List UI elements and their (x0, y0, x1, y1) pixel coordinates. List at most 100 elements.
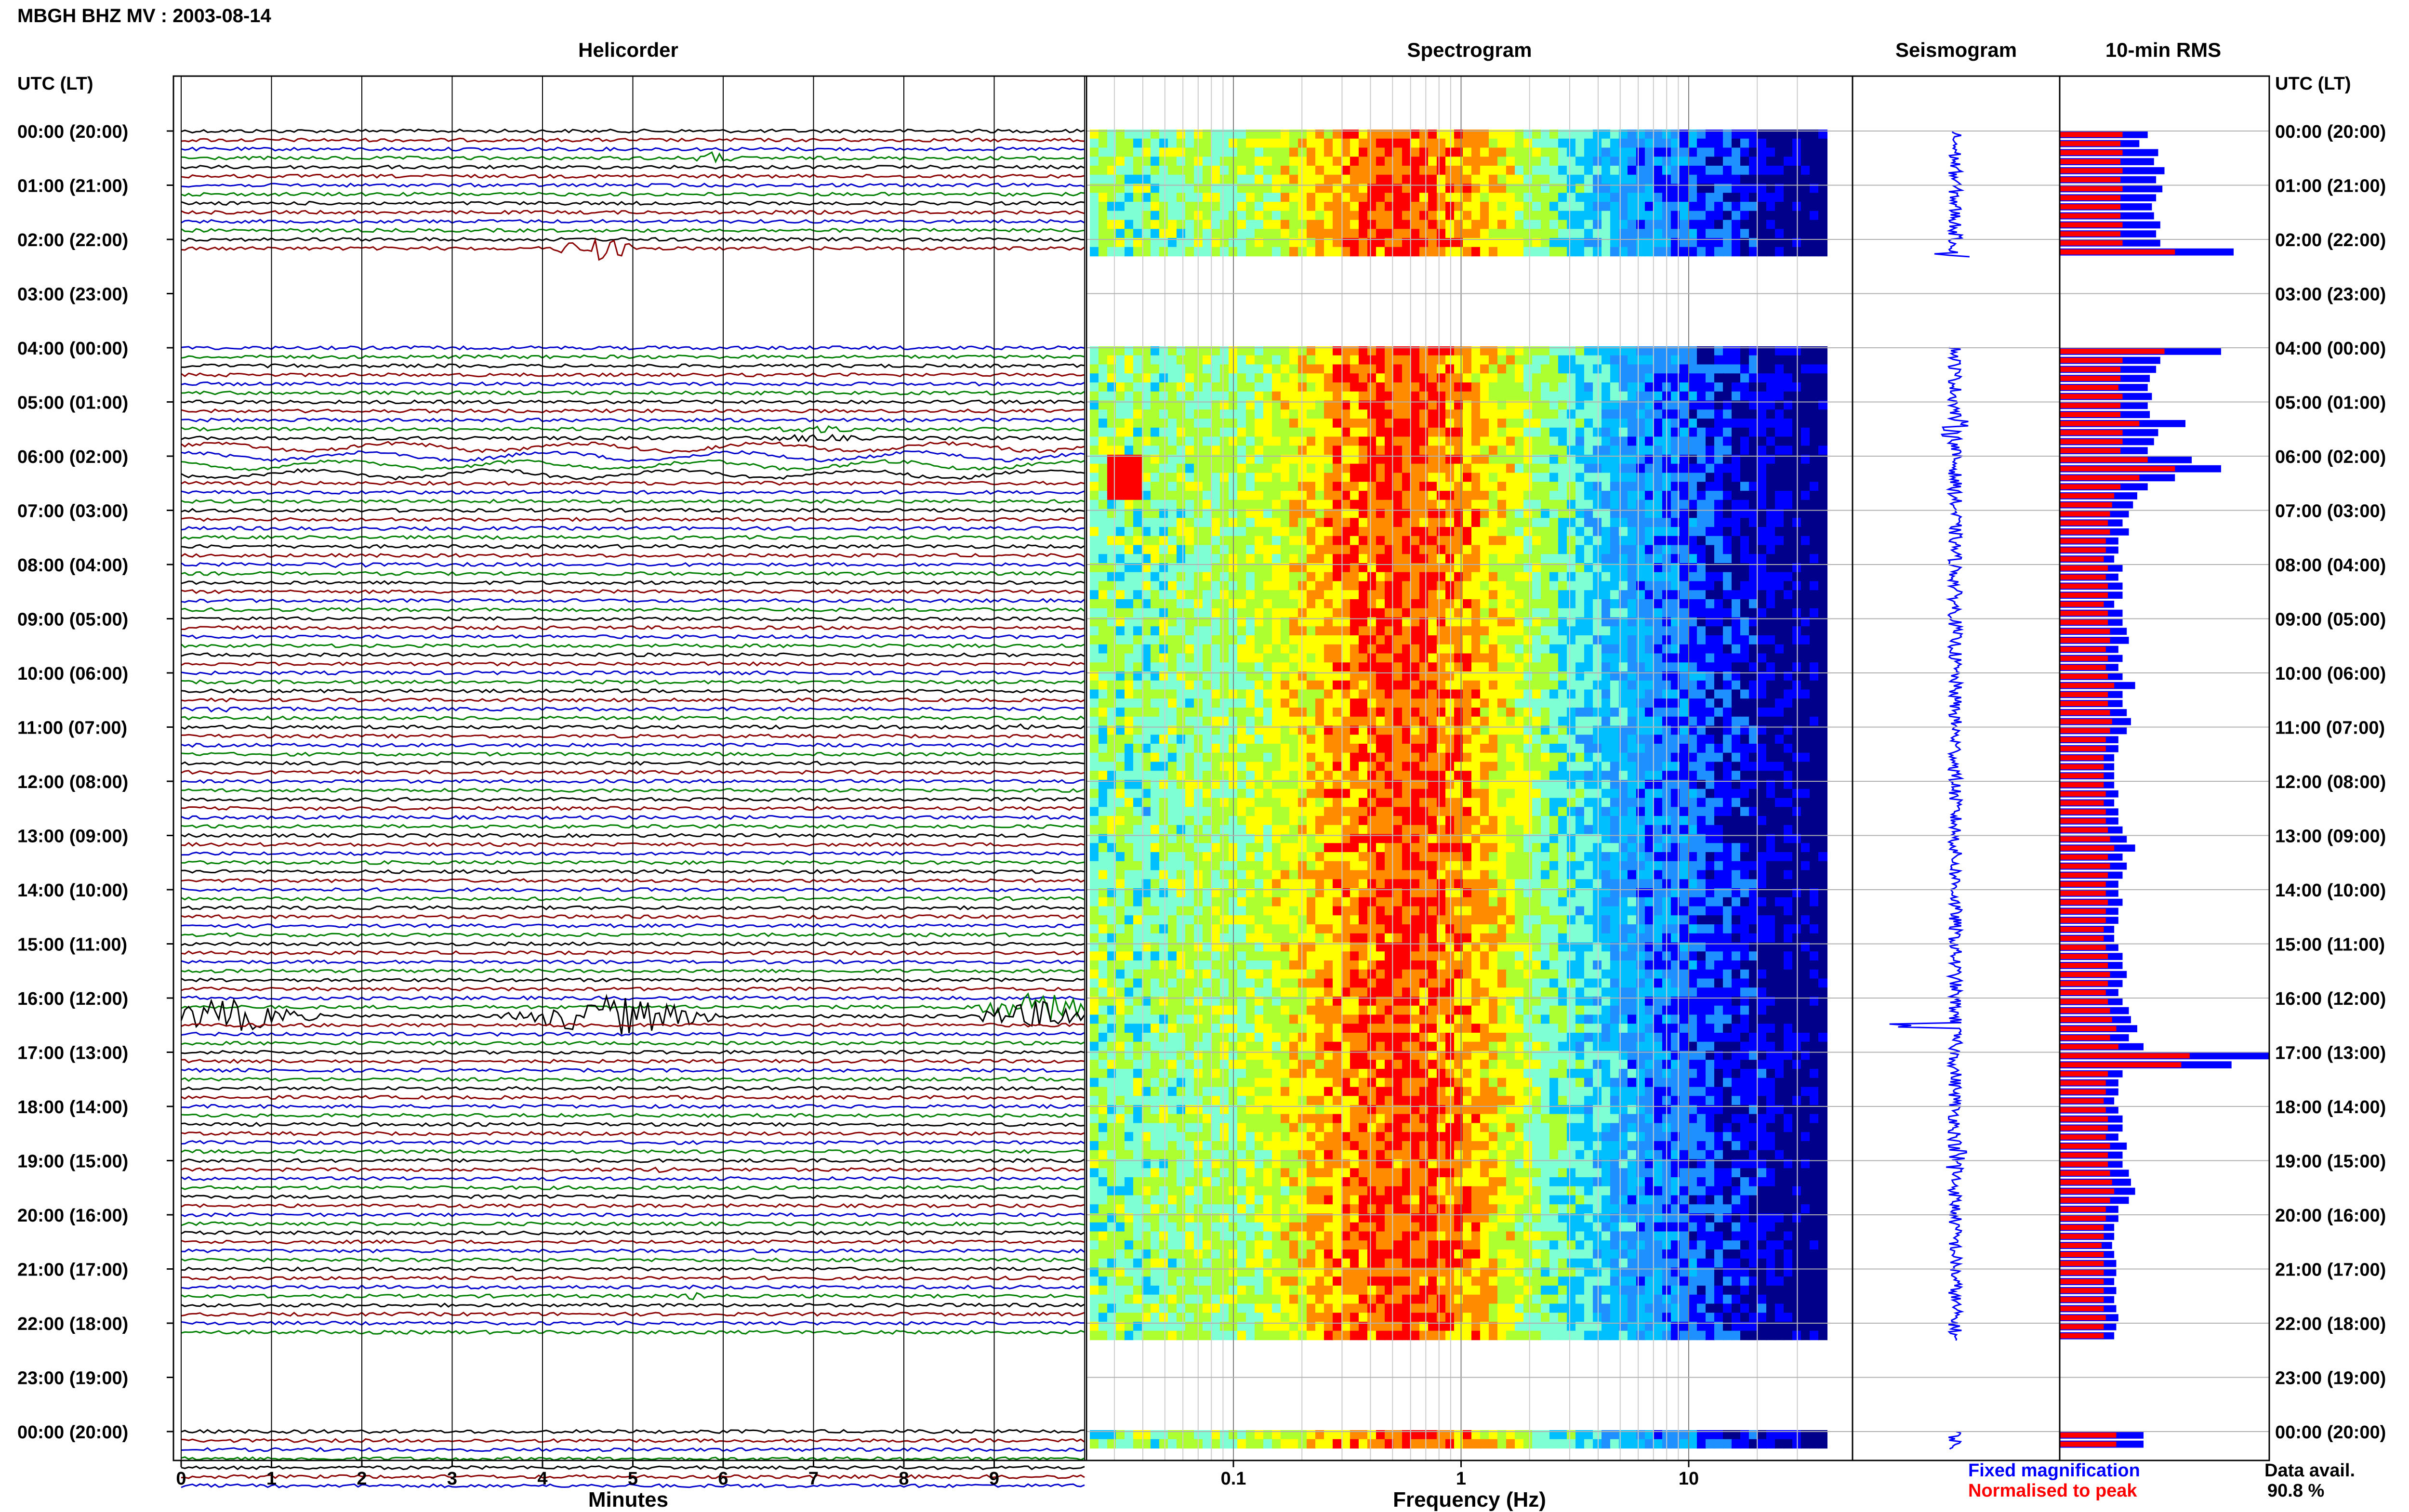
spectrogram-cell (1680, 608, 1689, 618)
spectrogram-cell (1775, 130, 1784, 139)
spectrogram-cell (1671, 391, 1680, 401)
spectrogram-cell (1532, 184, 1541, 193)
spectrogram-cell (1619, 509, 1628, 518)
spectrogram-cell (1766, 644, 1775, 654)
spectrogram-cell (1463, 157, 1472, 166)
spectrogram-cell (1758, 210, 1767, 221)
spectrogram-cell (1099, 382, 1108, 392)
spectrogram-cell (1116, 744, 1125, 753)
spectrogram-cell (1645, 509, 1654, 518)
spectrogram-cell (1142, 680, 1151, 690)
spectrogram-cell (1480, 157, 1489, 166)
spectrogram-cell (1211, 174, 1220, 184)
spectrogram-cell (1645, 689, 1654, 699)
spectrogram-cell (1445, 446, 1455, 455)
spectrogram-cell (1298, 184, 1307, 193)
spectrogram-cell (1680, 193, 1689, 202)
spectrogram-cell (1610, 581, 1619, 591)
spectrogram-cell (1680, 473, 1689, 482)
spectrogram-cell (1307, 174, 1316, 184)
spectrogram-cell (1359, 446, 1368, 455)
spectrogram-cell (1359, 563, 1368, 573)
spectrogram-cell (1523, 572, 1533, 582)
spectrogram-cell (1298, 193, 1307, 202)
spectrogram-cell (1602, 184, 1611, 193)
spectrogram-cell (1151, 735, 1160, 744)
spectrogram-cell (1463, 482, 1472, 491)
spectrogram-cell (1220, 247, 1229, 257)
spectrogram-cell (1610, 247, 1619, 257)
spectrogram-cell (1090, 247, 1099, 257)
spectrogram-cell (1593, 653, 1602, 663)
spectrogram-cell (1706, 220, 1715, 229)
spectrogram-cell (1784, 644, 1793, 654)
spectrogram-cell (1333, 147, 1342, 157)
spectrogram-cell (1090, 635, 1099, 645)
spectrogram-cell (1818, 202, 1827, 211)
spectrogram-cell (1393, 708, 1403, 717)
spectrogram-cell (1497, 446, 1507, 455)
spectrogram-cell (1419, 590, 1429, 600)
spectrogram-cell (1402, 193, 1411, 202)
spectrogram-cell (1558, 716, 1567, 726)
spectrogram-cell (1532, 608, 1541, 618)
spectrogram-cell (1090, 626, 1099, 636)
spectrogram-cell (1471, 608, 1481, 618)
spectrogram-cell (1497, 536, 1507, 546)
spectrogram-cell (1549, 382, 1559, 392)
spectrogram-cell (1359, 138, 1368, 148)
spectrogram-cell (1099, 608, 1108, 618)
spectrogram-cell (1454, 482, 1463, 491)
spectrogram-cell (1341, 617, 1350, 627)
spectrogram-cell (1818, 653, 1827, 663)
spectrogram-cell (1315, 382, 1324, 392)
spectrogram-cell (1393, 373, 1403, 383)
spectrogram-cell (1654, 599, 1663, 609)
spectrogram-cell (1784, 247, 1793, 257)
spectrogram-cell (1090, 599, 1099, 609)
spectrogram-cell (1333, 572, 1342, 582)
spectrogram-cell (1714, 166, 1723, 175)
spectrogram-cell (1350, 193, 1359, 202)
spectrogram-cell (1246, 680, 1255, 690)
spectrogram-cell (1810, 193, 1819, 202)
spectrogram-cell (1367, 581, 1377, 591)
spectrogram-cell (1480, 572, 1489, 582)
spectrogram-cell (1766, 518, 1775, 527)
spectrogram-cell (1211, 463, 1220, 473)
spectrogram-cell (1810, 482, 1819, 491)
spectrogram-cell (1732, 626, 1741, 636)
spectrogram-cell (1471, 545, 1481, 554)
spectrogram-cell (1706, 473, 1715, 482)
spectrogram-cell (1454, 382, 1463, 392)
spectrogram-cell (1610, 355, 1619, 365)
spectrogram-cell (1575, 238, 1585, 248)
spectrogram-cell (1593, 572, 1602, 582)
spectrogram-cell (1333, 635, 1342, 645)
spectrogram-cell (1246, 238, 1255, 248)
spectrogram-cell (1463, 346, 1472, 356)
spectrogram-cell (1523, 220, 1533, 229)
spectrogram-cell (1541, 581, 1550, 591)
spectrogram-cell (1272, 500, 1281, 510)
spectrogram-cell (1411, 689, 1420, 699)
spectrogram-cell (1324, 409, 1333, 419)
spectrogram-cell (1480, 210, 1489, 221)
spectrogram-cell (1749, 400, 1758, 410)
spectrogram-cell (1593, 202, 1602, 211)
spectrogram-cell (1784, 193, 1793, 202)
spectrogram-cell (1220, 536, 1229, 546)
spectrogram-cell (1636, 220, 1645, 229)
spectrogram-cell (1177, 572, 1186, 582)
spectrogram-cell (1723, 229, 1732, 238)
spectrogram-cell (1159, 157, 1168, 166)
spectrogram-cell (1255, 572, 1264, 582)
spectrogram-cell (1558, 166, 1567, 175)
spectrogram-cell (1211, 391, 1220, 401)
spectrogram-cell (1818, 436, 1827, 446)
spectrogram-cell (1818, 409, 1827, 419)
spectrogram-cell (1211, 400, 1220, 410)
spectrogram-cell (1168, 617, 1177, 627)
spectrogram-cell (1411, 446, 1420, 455)
spectrogram-cell (1367, 536, 1377, 546)
